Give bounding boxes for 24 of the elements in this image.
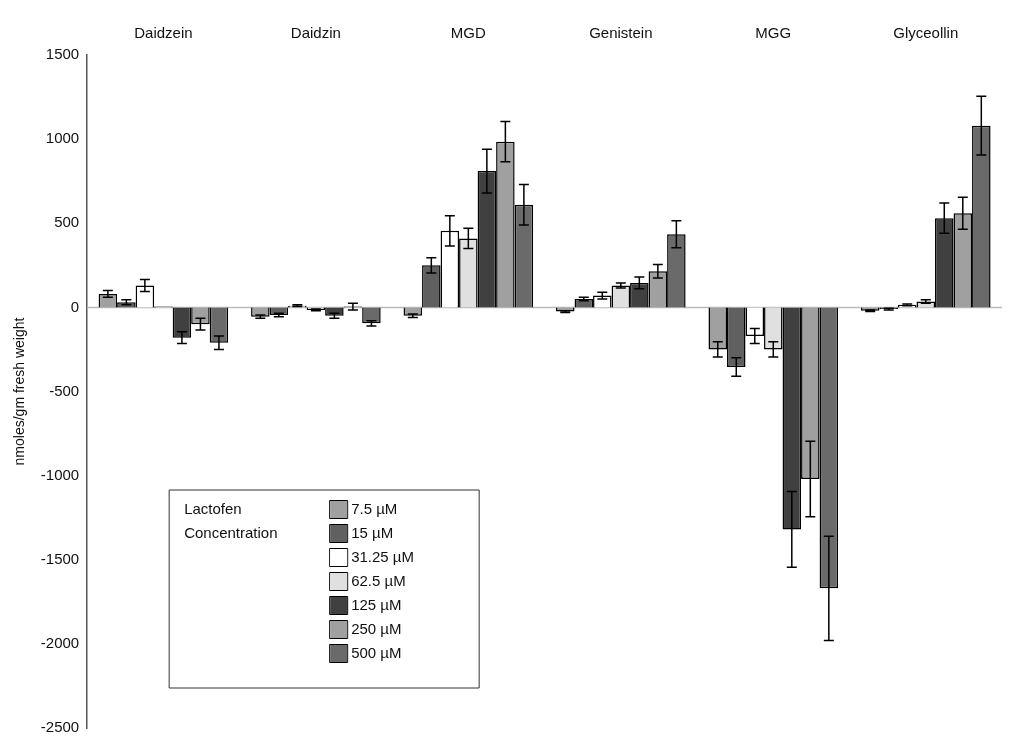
legend-label: 500 µM bbox=[351, 644, 402, 662]
y-tick-label: -2000 bbox=[40, 634, 80, 652]
legend-label: 125 µM bbox=[351, 596, 402, 614]
y-tick-label: -500 bbox=[49, 381, 80, 399]
legend-title: Lactofen Concentration bbox=[184, 500, 278, 542]
y-tick-label: -1500 bbox=[40, 549, 80, 567]
y-tick-label: 500 bbox=[54, 213, 80, 231]
x-tick-label: Genistein bbox=[589, 24, 653, 42]
legend-label: 31.25 µM bbox=[351, 548, 415, 566]
y-tick-label: 0 bbox=[70, 297, 80, 315]
legend-label: 250 µM bbox=[351, 620, 402, 638]
x-tick-label: Glyceollin bbox=[893, 24, 959, 42]
x-tick-label: MGD bbox=[450, 24, 487, 42]
x-tick-label: Daidzin bbox=[290, 24, 341, 42]
legend-label: 15 µM bbox=[351, 524, 394, 542]
legend-label: 7.5 µM bbox=[351, 500, 398, 518]
y-axis-title: nmoles/gm fresh weight bbox=[11, 317, 28, 466]
y-tick-label: 1500 bbox=[45, 45, 80, 63]
x-tick-label: Daidzein bbox=[134, 24, 193, 42]
y-tick-label: -1000 bbox=[40, 465, 80, 483]
x-tick-label: MGG bbox=[755, 24, 792, 42]
y-tick-label: 1000 bbox=[45, 129, 80, 147]
y-tick-label: -2500 bbox=[40, 718, 80, 736]
legend-label: 62.5 µM bbox=[351, 572, 406, 590]
